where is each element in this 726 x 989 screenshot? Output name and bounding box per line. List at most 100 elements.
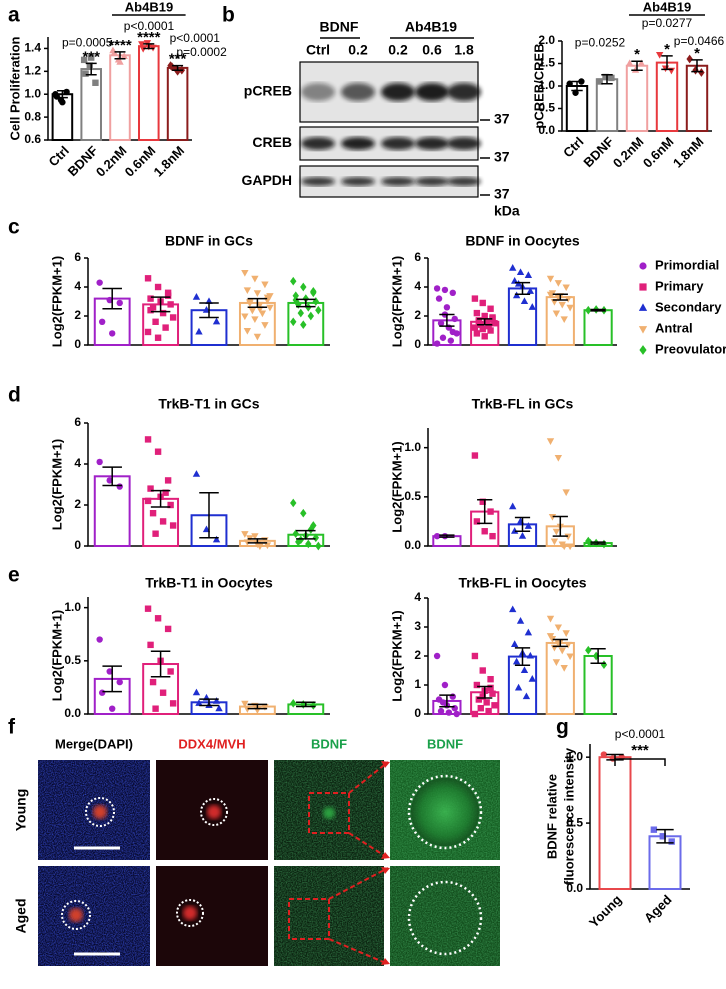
data-point	[307, 525, 315, 534]
image-texture	[390, 866, 500, 966]
y-tick-label: 2	[74, 497, 81, 511]
error-bar	[199, 491, 219, 539]
data-point	[552, 659, 561, 666]
bar	[655, 61, 679, 132]
data-point	[485, 707, 492, 715]
image-row-label: Young	[13, 789, 29, 832]
x-tick-label: BDNF	[580, 134, 616, 170]
error-bar	[590, 541, 606, 545]
x-tick-label: 0.2nM	[610, 134, 647, 171]
panel-label: e	[8, 564, 20, 587]
legend-marker	[639, 345, 647, 355]
legend-label: Secondary	[655, 299, 722, 314]
blot-band	[447, 177, 481, 186]
data-point	[63, 88, 70, 96]
significance: ****	[137, 29, 161, 46]
oocyte-outline	[407, 880, 483, 956]
data-point	[449, 328, 456, 336]
data-point	[98, 689, 106, 696]
data-point	[592, 651, 600, 661]
data-point	[162, 324, 169, 331]
data-point	[473, 330, 481, 337]
data-point	[109, 330, 116, 337]
y-axis-label: BDNF relative	[544, 774, 559, 859]
oocyte-outline	[200, 798, 228, 826]
error-bar	[247, 297, 268, 309]
data-point	[159, 309, 167, 317]
y-tick-label: 1.0	[566, 749, 583, 763]
y-tick-label: 0	[414, 706, 421, 720]
data-point	[290, 317, 297, 327]
mw-label: 37	[494, 186, 510, 202]
data-point	[471, 324, 479, 331]
data-point	[479, 325, 486, 333]
data-point	[159, 689, 167, 696]
data-point	[659, 833, 666, 840]
error-bar	[691, 59, 703, 73]
annotation: p<0.0001	[615, 727, 666, 741]
error-bar	[590, 648, 606, 664]
image-column-label: BDNF	[427, 736, 463, 751]
data-point	[251, 316, 259, 324]
bar	[109, 54, 131, 141]
data-point	[261, 322, 269, 329]
data-point	[215, 704, 223, 712]
data-point	[106, 668, 113, 675]
data-point	[592, 538, 600, 548]
data-point	[251, 533, 259, 540]
error-bar	[296, 529, 316, 540]
data-point	[169, 700, 177, 707]
data-point	[471, 710, 479, 718]
blot-band	[447, 83, 481, 101]
oocyte	[183, 906, 197, 920]
arrow-head	[381, 867, 390, 874]
image-column-label: DDX4/MVH	[178, 736, 245, 751]
y-tick-label: 0	[74, 337, 81, 351]
data-point	[435, 295, 443, 302]
data-point	[441, 286, 449, 294]
data-point	[489, 314, 496, 321]
y-tick-label: 6	[414, 250, 421, 264]
data-point	[479, 667, 486, 674]
data-point	[116, 678, 123, 686]
image-row-label: Aged	[13, 899, 29, 934]
zoom-arrow	[328, 938, 389, 965]
data-point	[310, 521, 317, 530]
y-tick-label: 6	[74, 250, 81, 264]
error-bar	[143, 43, 155, 50]
data-point	[192, 470, 201, 477]
data-point	[487, 305, 494, 312]
blot-row-label: GAPDH	[241, 172, 292, 188]
mw-label: 37	[494, 111, 510, 127]
data-point	[167, 501, 174, 509]
data-point	[86, 62, 93, 69]
oocyte	[93, 805, 107, 819]
data-point	[116, 483, 123, 490]
y-tick-label: 0.0	[566, 881, 583, 895]
data-point	[512, 657, 521, 665]
data-point	[152, 530, 159, 537]
bar	[625, 64, 649, 132]
data-point	[149, 678, 157, 686]
zoom-box	[308, 792, 350, 834]
significance: ***	[82, 48, 100, 65]
significance: ***	[631, 742, 649, 759]
data-point	[548, 513, 557, 521]
data-point	[433, 340, 441, 347]
data-point	[433, 285, 441, 292]
data-point	[162, 489, 169, 496]
data-point	[241, 531, 249, 538]
y-tick-label: 0.5	[64, 653, 81, 667]
data-point	[253, 333, 262, 341]
data-point	[546, 633, 555, 640]
y-tick-label: 6	[74, 415, 81, 429]
x-tick-label: 1.8nM	[670, 134, 707, 171]
y-tick-label: 4	[74, 456, 81, 470]
arrow-head	[381, 958, 390, 965]
annotation: p=0.0252	[575, 35, 626, 49]
data-point	[487, 327, 494, 334]
data-point	[479, 498, 486, 505]
y-tick-label: 0.0	[404, 538, 421, 552]
blot-group: BDNF	[320, 19, 359, 35]
data-point	[195, 699, 203, 706]
